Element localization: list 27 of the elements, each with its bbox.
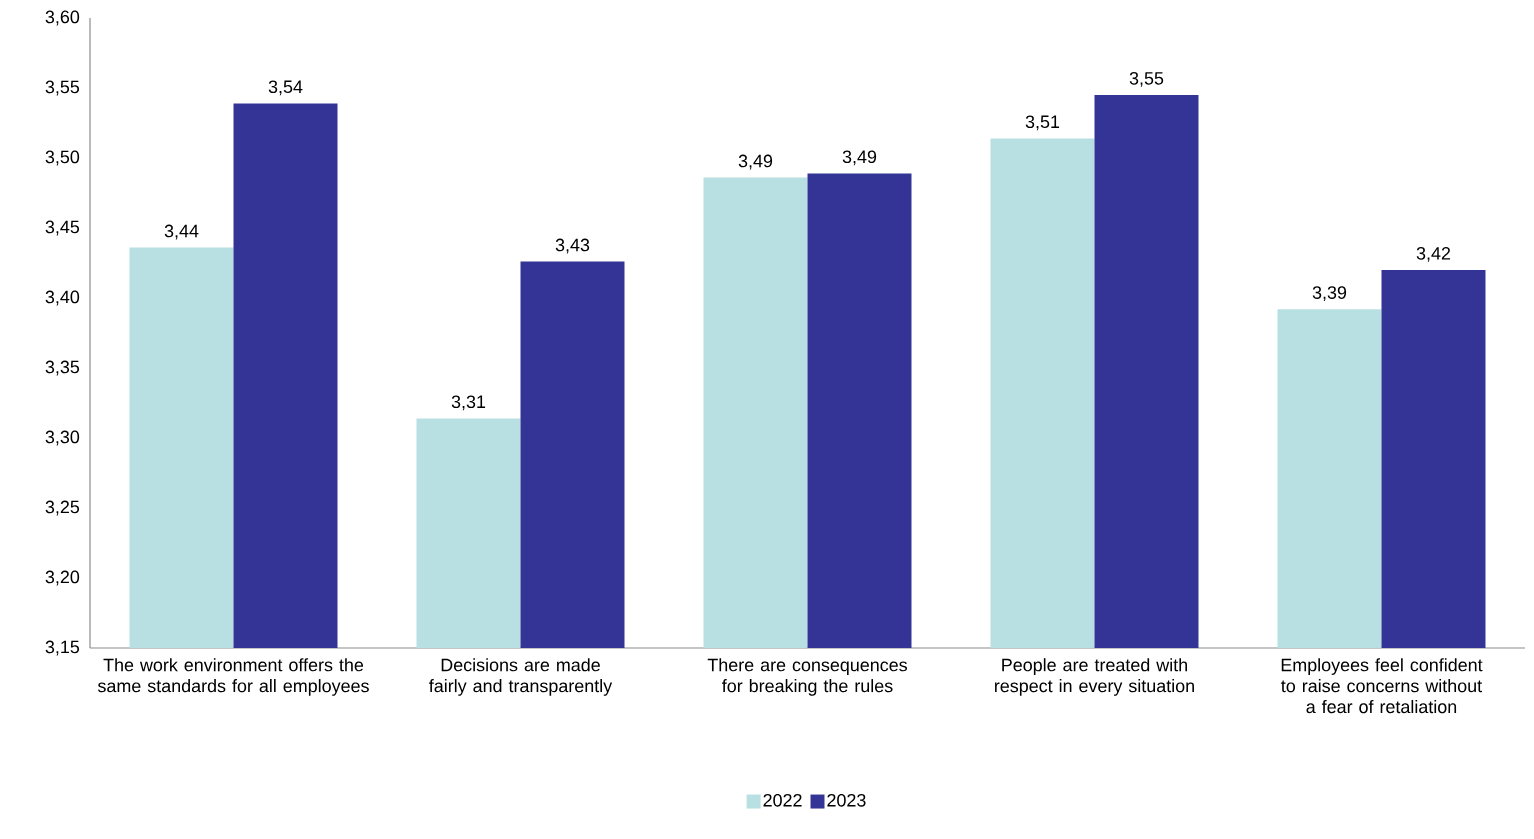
data-label: 3,54	[268, 80, 303, 96]
y-tick-label: 3,40	[45, 290, 80, 306]
data-label: 3,39	[1312, 286, 1347, 302]
y-tick-label: 3,50	[45, 150, 80, 166]
x-tick-label: Decisions are made fairly and transparently	[429, 658, 613, 696]
data-label: 3,31	[451, 395, 486, 411]
x-tick-label: There are consequences for breaking the rules	[707, 658, 907, 696]
data-label: 3,44	[164, 224, 199, 240]
y-tick-label: 3,30	[45, 430, 80, 446]
y-tick-label: 3,15	[45, 640, 80, 656]
y-tick-label: 3,25	[45, 500, 80, 516]
y-tick-label: 3,20	[45, 570, 80, 586]
data-label: 3,55	[1129, 71, 1164, 87]
y-tick-label: 3,45	[45, 220, 80, 236]
data-label: 3,51	[1025, 115, 1060, 131]
data-label: 3,43	[555, 238, 590, 254]
x-tick-label: People are treated with respect in every situation	[995, 658, 1194, 696]
x-tick-label: Employees feel confident to raise concerns without a fear of retaliation	[1281, 658, 1483, 714]
data-label: 3,49	[842, 150, 877, 166]
data-label: 3,42	[1416, 246, 1451, 262]
y-tick-label: 3,35	[45, 360, 80, 376]
legend-label: 2022	[763, 793, 802, 807]
y-tick-label: 3,60	[45, 10, 80, 26]
data-label: 3,49	[738, 154, 773, 170]
y-tick-label: 3,55	[45, 80, 80, 96]
legend-label: 2023	[827, 793, 866, 807]
x-tick-label: The work environment offers the same standards for all employees	[97, 658, 369, 696]
